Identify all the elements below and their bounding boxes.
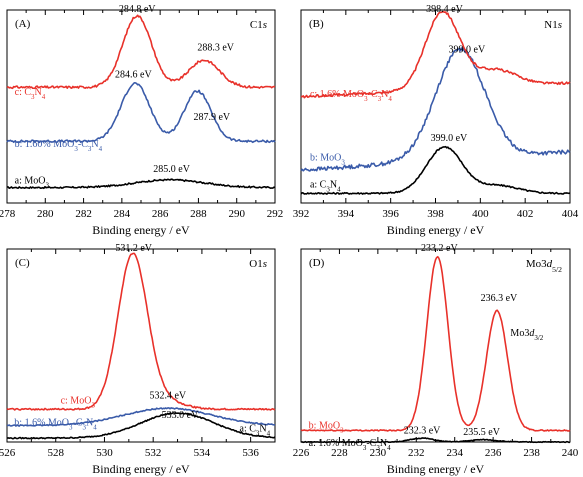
series-label-b: b: 1.60% MoO3-C3N4 xyxy=(15,139,103,153)
x-axis-label: Binding energy / eV xyxy=(92,223,190,237)
x-tick-label: 228 xyxy=(331,447,348,459)
x-tick-label: 230 xyxy=(370,447,387,459)
series-label-a: a: 1.6% MoO3-C3N4 xyxy=(309,438,391,452)
x-tick-label: 232 xyxy=(408,447,425,459)
plot-frame xyxy=(300,248,571,443)
series-label-b: b: MoO3 xyxy=(310,153,345,167)
series-label-b: b: MoO3 xyxy=(309,420,344,434)
panel-label: (D) xyxy=(309,257,325,269)
series-line-b xyxy=(300,47,571,172)
x-tick-label: 226 xyxy=(293,447,310,459)
peak-annotation: 399.0 eV xyxy=(431,133,468,144)
series-label-a: a: C3N4 xyxy=(240,423,271,437)
series-label-a: a: C3N4 xyxy=(310,180,341,194)
chart-panel-d: 226 228 230 232 234 236 238 240 Binding energy /… xyxy=(293,243,579,476)
orbital-label: Mo3d3/2 xyxy=(510,328,543,342)
x-tick-label: 234 xyxy=(446,447,463,459)
x-tick-label: 528 xyxy=(47,447,64,459)
chart-panel-b: 392 394 396 398 400 402 404 Binding energy / eV… xyxy=(293,4,579,237)
panel-label: (B) xyxy=(309,18,324,30)
series-label-a: a: MoO3 xyxy=(15,176,50,190)
series-label-c: c: MoO3 xyxy=(61,395,96,409)
series-line-b xyxy=(6,407,276,427)
series-line-b xyxy=(6,82,276,144)
peak-annotation: 399.0 eV xyxy=(449,44,486,55)
panel-label: (A) xyxy=(15,18,31,30)
x-tick-label: 526 xyxy=(0,447,16,459)
x-tick-label: 240 xyxy=(562,447,579,459)
peak-annotation: 285.0 eV xyxy=(153,164,190,175)
x-tick-label: 536 xyxy=(242,447,259,459)
panel-label: (C) xyxy=(15,257,30,269)
plot-frame xyxy=(6,9,276,204)
series-line-c xyxy=(6,14,276,90)
x-tick-label: 392 xyxy=(293,208,310,220)
peak-annotation: 531.2 eV xyxy=(115,243,152,254)
x-tick-label: 238 xyxy=(523,447,540,459)
x-tick-label: 400 xyxy=(472,208,489,220)
plot-frame xyxy=(6,248,276,443)
series-line-a xyxy=(300,437,571,444)
peak-annotation: 287.9 eV xyxy=(193,112,230,123)
chart-panel-a: 278 280 282 284 286 288 290 292 Binding energy /… xyxy=(0,4,283,237)
peak-annotation: 232.3 eV xyxy=(404,425,441,436)
x-tick-label: 532 xyxy=(145,447,162,459)
x-tick-label: 534 xyxy=(194,447,211,459)
series-line-a xyxy=(6,178,276,190)
peak-annotation: 533.0 eV xyxy=(162,410,199,421)
peak-annotation: 233.2 eV xyxy=(421,243,458,254)
element-label: N1s xyxy=(544,19,562,31)
x-tick-label: 404 xyxy=(562,208,579,220)
x-tick-label: 292 xyxy=(267,208,284,220)
peak-annotation: 532.4 eV xyxy=(149,391,186,402)
series-label-c: c: 1.6% MoO3-C3N4 xyxy=(310,89,392,103)
peak-annotation: 288.3 eV xyxy=(197,43,234,54)
peak-annotation: 284.6 eV xyxy=(115,70,152,81)
x-tick-label: 236 xyxy=(485,447,502,459)
peak-annotation: 235.5 eV xyxy=(463,427,500,438)
x-axis-label: Binding energy / eV xyxy=(92,462,190,476)
x-tick-label: 530 xyxy=(96,447,113,459)
peak-annotation: 236.3 eV xyxy=(481,293,518,304)
x-axis-label: Binding energy / eV xyxy=(387,223,485,237)
series-line-a xyxy=(6,412,276,440)
x-tick-label: 402 xyxy=(517,208,534,220)
series-line-c xyxy=(300,10,571,99)
x-tick-label: 290 xyxy=(228,208,245,220)
peak-annotation: 284.8 eV xyxy=(119,4,156,15)
x-tick-label: 284 xyxy=(114,208,131,220)
series-label-b: b: 1.6% MoO3-C3N4 xyxy=(14,418,97,432)
chart-panel-c: 526 528 530 532 534 536 Binding energy / eV (C)… xyxy=(0,243,276,476)
x-tick-label: 288 xyxy=(190,208,207,220)
element-label: O1s xyxy=(249,258,267,270)
peak-annotation: 398.4 eV xyxy=(426,4,463,15)
x-tick-label: 280 xyxy=(37,208,54,220)
series-label-c: c: C3N4 xyxy=(15,87,46,101)
x-axis-label: Binding energy / eV xyxy=(387,462,485,476)
x-tick-label: 394 xyxy=(338,208,355,220)
series-line-a xyxy=(300,145,571,195)
series-line-b xyxy=(300,255,571,432)
element-label: Mo3d5/2 xyxy=(526,258,562,274)
element-label: C1s xyxy=(250,19,267,31)
plot-frame xyxy=(300,9,571,204)
x-tick-label: 396 xyxy=(382,208,399,220)
series-line-c xyxy=(6,252,276,411)
x-tick-label: 286 xyxy=(152,208,169,220)
x-tick-label: 398 xyxy=(427,208,444,220)
x-tick-label: 278 xyxy=(0,208,16,220)
x-tick-label: 282 xyxy=(75,208,92,220)
